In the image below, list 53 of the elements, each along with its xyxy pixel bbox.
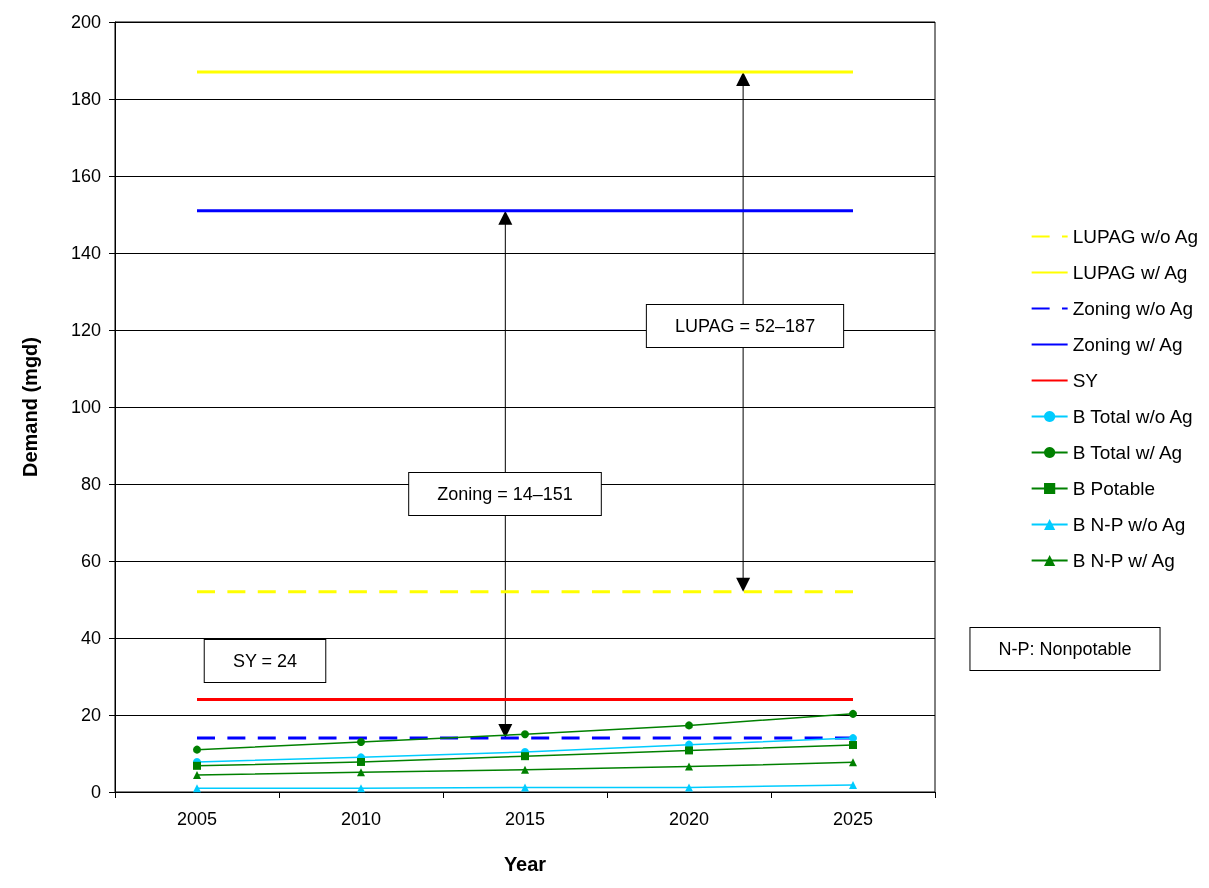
y-axis-title: Demand (mgd)	[19, 337, 41, 477]
text: N-P: Nonpotable	[998, 639, 1132, 659]
x-tick-label: 2005	[176, 809, 218, 829]
legend-label: Zoning w/ Ag	[1072, 334, 1183, 355]
point	[685, 783, 693, 792]
point	[521, 730, 529, 739]
x-tick-label: 2025	[832, 809, 874, 829]
x-tick-label: 2010	[340, 809, 382, 829]
point	[357, 768, 365, 777]
y-tick-label: 0	[90, 782, 101, 802]
y-tick-label: 60	[80, 551, 101, 571]
point	[357, 757, 365, 766]
point	[849, 781, 857, 790]
x-tick-label: 2015	[504, 809, 546, 829]
legend-label: B Potable	[1072, 478, 1156, 499]
point	[193, 784, 201, 793]
point	[685, 746, 693, 755]
legend-label: Zoning w/o Ag	[1072, 298, 1194, 319]
y-tick-label: 180	[70, 89, 101, 109]
legend-label: B Total w/o Ag	[1072, 406, 1193, 427]
y-tick-label: 100	[70, 397, 101, 417]
x-axis-title: Year	[503, 853, 547, 875]
point	[193, 761, 201, 770]
y-tick-label: 80	[80, 474, 101, 494]
point	[685, 762, 693, 771]
legend-label: B N-P w/o Ag	[1072, 514, 1186, 535]
y-tick-label: 40	[80, 628, 101, 648]
point	[849, 741, 857, 750]
point	[521, 752, 529, 761]
point	[849, 758, 857, 767]
annotation: Zoning = 14–151	[437, 484, 573, 504]
legend-label: B Total w/ Ag	[1072, 442, 1183, 463]
y-tick-label: 120	[70, 320, 101, 340]
point	[849, 734, 857, 743]
y-tick-label: 160	[70, 166, 101, 186]
annotation: LUPAG = 52–187	[674, 316, 816, 336]
point	[521, 765, 529, 774]
annotation: SY = 24	[232, 651, 298, 671]
legend-label: SY	[1072, 370, 1099, 391]
point	[357, 737, 365, 746]
legend-label: LUPAG w/ Ag	[1072, 262, 1188, 283]
y-tick-label: 200	[70, 12, 101, 32]
point	[685, 721, 693, 730]
point	[193, 771, 201, 780]
y-tick-label: 20	[80, 705, 101, 725]
point	[849, 709, 857, 718]
point	[193, 745, 201, 754]
legend-label: B N-P w/ Ag	[1072, 550, 1175, 571]
point	[521, 783, 529, 792]
point	[357, 784, 365, 793]
x-tick-label: 2020	[668, 809, 710, 829]
y-tick-label: 140	[70, 243, 101, 263]
legend-label: LUPAG w/o Ag	[1072, 226, 1198, 247]
